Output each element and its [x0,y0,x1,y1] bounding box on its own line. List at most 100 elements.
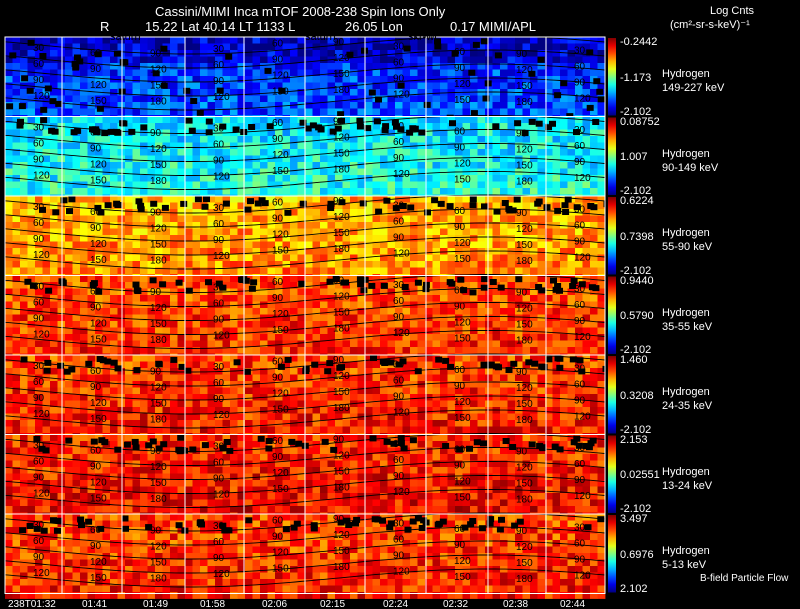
heat-cell [80,89,88,96]
heat-cell [485,308,493,315]
heat-cell [372,288,381,296]
heat-cell [147,381,156,388]
contour-label: 150 [90,176,107,187]
heat-cell [582,175,591,182]
heat-cell [72,355,81,362]
heat-cell [35,188,43,195]
heat-cell [417,295,426,302]
heat-cell [72,235,81,242]
heat-cell [335,89,343,96]
heat-cell [42,149,51,156]
heat-cell [80,196,88,203]
heat-cell [560,374,568,382]
heat-cell [42,175,51,182]
heat-cell [335,282,343,289]
heat-cell [582,102,591,109]
data-gap [74,127,82,134]
heat-cell [590,261,598,268]
heat-cell [425,361,433,369]
heat-cell [530,308,538,315]
heat-cell [170,108,178,116]
heat-cell [327,334,336,341]
heat-cell [350,222,358,229]
heat-cell [537,69,546,77]
heat-cell [372,188,381,195]
heat-cell [80,321,88,328]
heat-cell [290,43,298,51]
heat-cell [515,368,523,375]
heat-cell [365,288,373,296]
heat-cell [245,129,253,137]
heat-cell [267,275,276,283]
heat-cell [260,63,268,70]
heat-cell [20,181,28,189]
heat-cell [252,149,261,156]
heat-cell [552,327,561,335]
heat-cell [222,340,231,348]
heat-cell [297,248,306,255]
heat-cell [545,142,553,150]
heat-cell [327,381,336,388]
heat-cell [597,162,606,169]
heat-cell [455,340,463,348]
heat-cell [237,314,246,322]
heat-cell [147,215,156,223]
contour-label: 120 [574,173,591,184]
heat-cell [560,95,568,103]
heat-cell [95,155,103,163]
heat-cell [20,288,28,296]
heat-cell [305,43,313,51]
heat-cell [305,282,313,289]
data-gap [66,208,73,215]
heat-cell [590,308,598,315]
heat-cell [192,374,201,382]
heat-cell [12,241,21,249]
heat-cell [72,69,81,77]
heat-cell [387,95,396,103]
heat-cell [87,149,96,156]
heat-cell [110,254,118,262]
heat-cell [185,69,193,77]
heat-cell [170,254,178,262]
heat-cell [575,381,583,388]
heat-cell [575,241,583,249]
heat-cell [222,102,231,109]
heat-cell [230,82,238,90]
heat-cell [147,355,156,362]
heat-cell [5,76,13,83]
heat-cell [432,162,441,169]
heat-cell [185,295,193,302]
heat-cell [440,209,448,216]
heat-cell [80,368,88,375]
heat-cell [545,282,553,289]
heat-cell [410,321,418,328]
heat-cell [260,116,268,124]
data-gap [528,118,536,125]
heat-cell [245,175,253,182]
heat-cell [590,123,598,130]
heat-cell [170,321,178,328]
heat-cell [80,168,88,176]
heat-cell [12,288,21,296]
heat-cell [35,355,43,362]
heat-cell [417,361,426,369]
heat-cell [365,56,373,64]
heat-cell [432,261,441,268]
heat-cell [57,355,66,362]
heat-cell [590,149,598,156]
heat-cell [560,129,568,137]
heat-cell [567,301,576,309]
heat-cell [200,381,208,388]
heat-cell [327,123,336,130]
heat-cell [267,334,276,341]
heat-cell [170,63,178,70]
heat-cell [522,69,531,77]
heat-cell [335,56,343,64]
heat-cell [27,196,36,203]
heat-cell [207,155,216,163]
heat-cell [275,116,283,124]
heat-cell [470,56,478,64]
heat-cell [432,248,441,255]
heat-cell [200,162,208,169]
heat-cell [117,321,126,328]
